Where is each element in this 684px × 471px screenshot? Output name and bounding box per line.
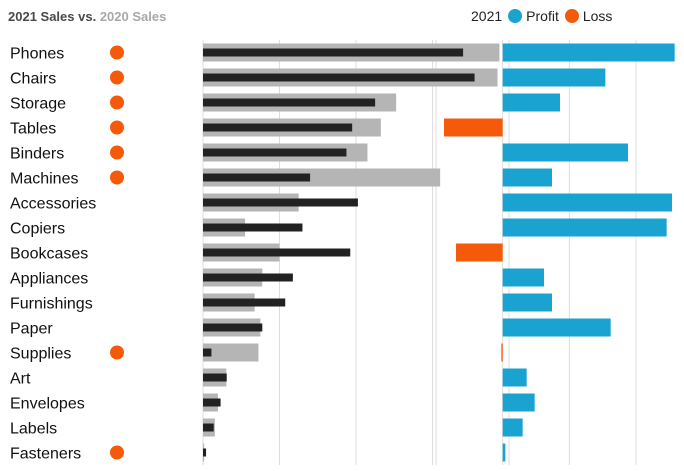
sales-2021-bar — [203, 398, 221, 407]
category-label: Art — [10, 371, 31, 388]
category-label: Storage — [10, 96, 66, 113]
sales-2021-bar — [203, 123, 353, 132]
category-label: Machines — [10, 171, 78, 188]
category-label: Accessories — [10, 196, 96, 213]
profit-bar — [502, 218, 667, 237]
category-label: Chairs — [10, 71, 56, 88]
profit-bar — [502, 293, 552, 312]
loss-bar — [456, 243, 503, 262]
loss-bar — [444, 118, 503, 137]
profit-bar — [502, 93, 560, 112]
legend-profit-label: Profit — [526, 8, 559, 24]
category-label: Phones — [10, 46, 64, 63]
profit-bar — [502, 143, 628, 162]
decline-indicator-icon — [110, 120, 124, 135]
sales-2021-bar — [203, 323, 263, 332]
sales-2021-bar — [203, 173, 311, 182]
decline-indicator-icon — [110, 170, 124, 185]
profit-dot-icon — [508, 9, 523, 23]
category-label: Bookcases — [10, 246, 88, 263]
decline-indicator-icon — [110, 45, 124, 60]
sales-2021-bar — [203, 248, 351, 257]
category-label: Binders — [10, 146, 64, 163]
profit-bar — [502, 368, 527, 387]
category-label: Appliances — [10, 271, 88, 288]
profit-bar — [502, 418, 523, 437]
category-label: Labels — [10, 421, 57, 438]
decline-indicator-icon — [110, 95, 124, 110]
chart-title: 2021 Sales vs. 2020 Sales — [8, 9, 166, 24]
sales-2021-bar — [203, 373, 227, 382]
sales-2021-bar — [203, 448, 207, 457]
sales-2021-bar — [203, 198, 358, 207]
sales-2021-bar — [203, 348, 212, 357]
legend-year: 2021 — [471, 8, 503, 24]
legend-loss-label: Loss — [582, 8, 613, 24]
category-label: Copiers — [10, 221, 65, 238]
profit-bar — [502, 168, 552, 187]
decline-indicator-icon — [110, 70, 124, 85]
title-vs: vs. — [74, 9, 100, 24]
profit-bar — [502, 193, 672, 212]
sales-2021-bar — [203, 98, 376, 107]
profit-bar — [502, 318, 611, 337]
category-label: Envelopes — [10, 396, 85, 413]
sales-2021-bar — [203, 148, 347, 157]
sales-2021-bar — [203, 423, 214, 432]
sales-2020-bar — [203, 343, 259, 362]
sales-2021-bar — [203, 273, 293, 282]
category-label: Fasteners — [10, 446, 81, 463]
category-label: Paper — [10, 321, 53, 338]
sales-2021-bar — [203, 298, 286, 307]
decline-indicator-icon — [110, 345, 124, 360]
profit-bar — [502, 268, 544, 287]
sales-2021-bar — [203, 48, 464, 57]
category-label: Supplies — [10, 346, 71, 363]
category-label: Furnishings — [10, 296, 93, 313]
sales-2020-bar — [203, 168, 441, 187]
profit-bar — [502, 393, 535, 412]
sales-2021-bar — [203, 223, 303, 232]
profit-bar — [502, 443, 506, 462]
decline-indicator-icon — [110, 445, 124, 460]
title-2020-sales: 2020 Sales — [99, 9, 167, 24]
decline-indicator-icon — [110, 145, 124, 160]
legend: 2021 Profit Loss — [471, 8, 612, 24]
profit-bar — [502, 43, 675, 62]
profit-bar — [502, 68, 606, 87]
sales-2021-bar — [203, 73, 475, 82]
loss-dot-icon — [564, 9, 579, 23]
loss-bar — [501, 343, 503, 362]
category-label: Tables — [10, 121, 56, 138]
title-2021-sales: 2021 Sales — [8, 9, 75, 24]
